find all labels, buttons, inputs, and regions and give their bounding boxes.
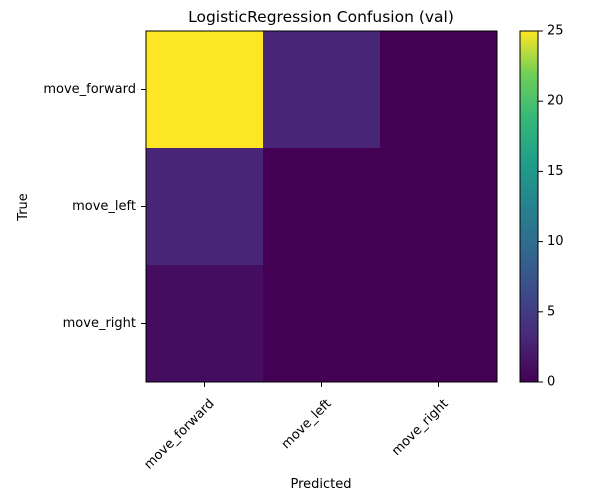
y-tick-label: move_forward (43, 82, 136, 97)
x-tick-label: move_right (389, 396, 451, 458)
colorbar-tick-label: 0 (547, 375, 555, 390)
y-axis-label: True (16, 193, 31, 222)
heatmap-cell-r0-c2 (380, 31, 498, 149)
heatmap-cell-r2-c0 (146, 265, 264, 383)
x-axis-ticks: move_forward move_left move_right (141, 382, 452, 473)
colorbar-tick-label: 25 (547, 24, 564, 39)
x-tick-label: move_forward (141, 396, 217, 472)
colorbar-tick-label: 10 (547, 234, 564, 249)
y-tick-label: move_left (72, 199, 136, 214)
heatmap-cell-r1-c2 (380, 148, 498, 266)
heatmap-cell-r2-c2 (380, 265, 498, 383)
colorbar-ticks: 0 5 10 15 20 25 (538, 24, 564, 390)
chart-title: LogisticRegression Confusion (val) (188, 8, 454, 26)
heatmap-cell-r0-c1 (263, 31, 381, 149)
colorbar (520, 31, 538, 382)
heatmap-cell-r2-c1 (263, 265, 381, 383)
colorbar-tick-label: 20 (547, 94, 564, 109)
x-axis-label: Predicted (290, 477, 351, 492)
heatmap-cell-r1-c1 (263, 148, 381, 266)
x-tick-label: move_left (279, 396, 335, 452)
colorbar-tick-label: 5 (547, 304, 555, 319)
heatmap-cell-r0-c0 (146, 31, 264, 149)
heatmap-cells (146, 31, 498, 383)
colorbar-frame (519, 30, 539, 383)
heatmap-cell-r1-c0 (146, 148, 264, 266)
y-axis-ticks: move_forward move_left move_right (43, 82, 146, 331)
y-tick-label: move_right (63, 316, 136, 331)
colorbar-tick-label: 15 (547, 164, 564, 179)
